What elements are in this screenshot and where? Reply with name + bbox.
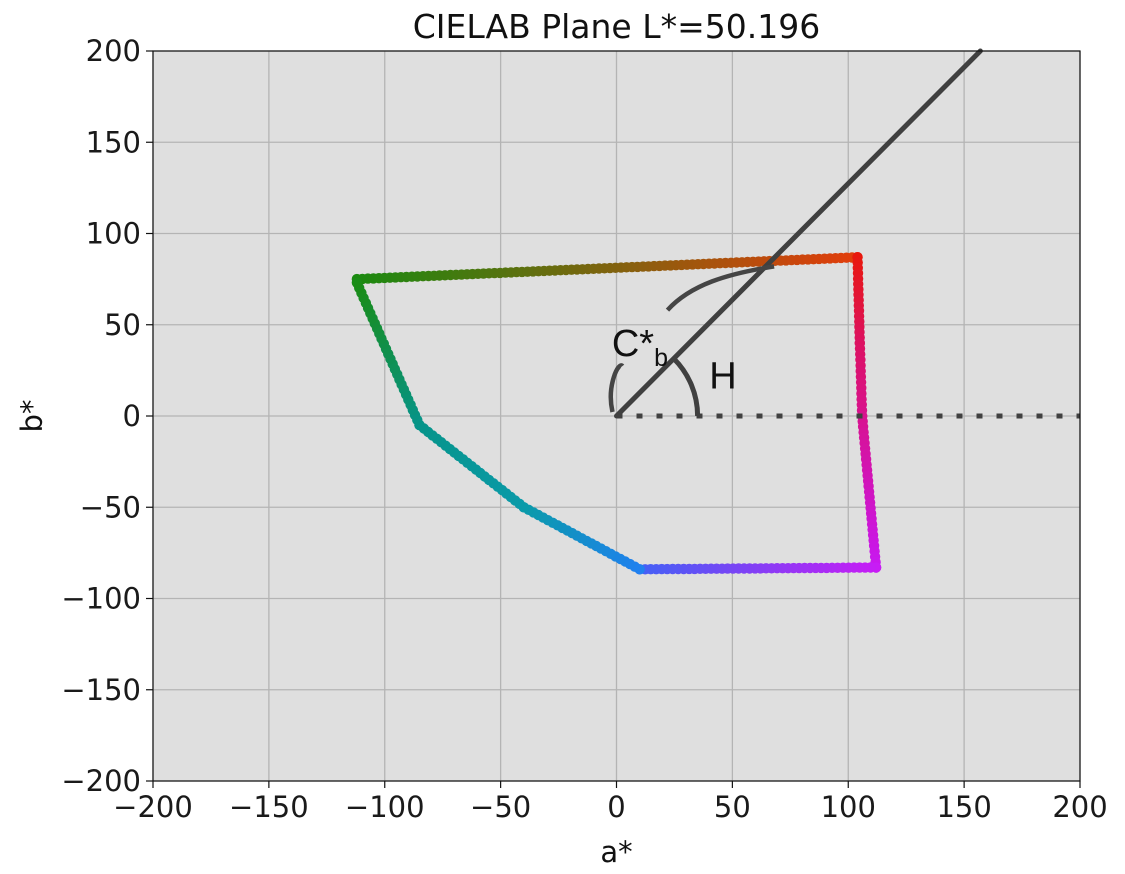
chroma-annotation: C*b xyxy=(612,323,668,372)
annotations: C*b H xyxy=(612,323,737,398)
hue-annotation: H xyxy=(709,356,736,398)
y-tick-label: −150 xyxy=(61,673,141,707)
chart-title: CIELAB Plane L*=50.196 xyxy=(413,7,820,46)
gamut-point xyxy=(351,277,363,288)
x-tick-label: −100 xyxy=(345,790,425,824)
chroma-arc-upper xyxy=(665,264,775,312)
x-tick-label: 50 xyxy=(714,790,751,824)
x-tick-label: −50 xyxy=(470,790,531,824)
y-tick-label: −100 xyxy=(61,582,141,616)
x-tick-label: 150 xyxy=(936,790,991,824)
y-tick-label: −200 xyxy=(61,764,141,798)
x-axis-label: a* xyxy=(600,835,632,869)
y-tick-label: −50 xyxy=(80,490,141,524)
chroma-arc-lower xyxy=(608,363,625,413)
chroma-annotation-main: C* xyxy=(612,323,654,365)
x-axis-ticks: −200 −150 −100 −50 0 50 100 150 200 xyxy=(113,781,1108,824)
hue-angle-arc xyxy=(672,356,701,417)
y-axis-ticks: −200 −150 −100 −50 0 50 100 150 200 xyxy=(61,34,153,798)
x-tick-label: 200 xyxy=(1052,790,1107,824)
y-axis-label: b* xyxy=(15,400,49,433)
y-tick-label: 200 xyxy=(86,34,141,68)
chroma-annotation-subscript: b xyxy=(654,344,668,372)
y-tick-label: 150 xyxy=(86,125,141,159)
x-tick-label: 100 xyxy=(821,790,876,824)
annotation-lines xyxy=(608,48,1080,419)
x-tick-label: −150 xyxy=(229,790,309,824)
hue-angle-line xyxy=(614,48,983,419)
x-tick-label: 0 xyxy=(607,790,625,824)
y-tick-label: 100 xyxy=(86,217,141,251)
x-tick-label: −200 xyxy=(113,790,193,824)
y-tick-label: 50 xyxy=(104,308,141,342)
gamut-boundary-points xyxy=(351,252,882,575)
y-tick-label: 0 xyxy=(123,399,141,433)
